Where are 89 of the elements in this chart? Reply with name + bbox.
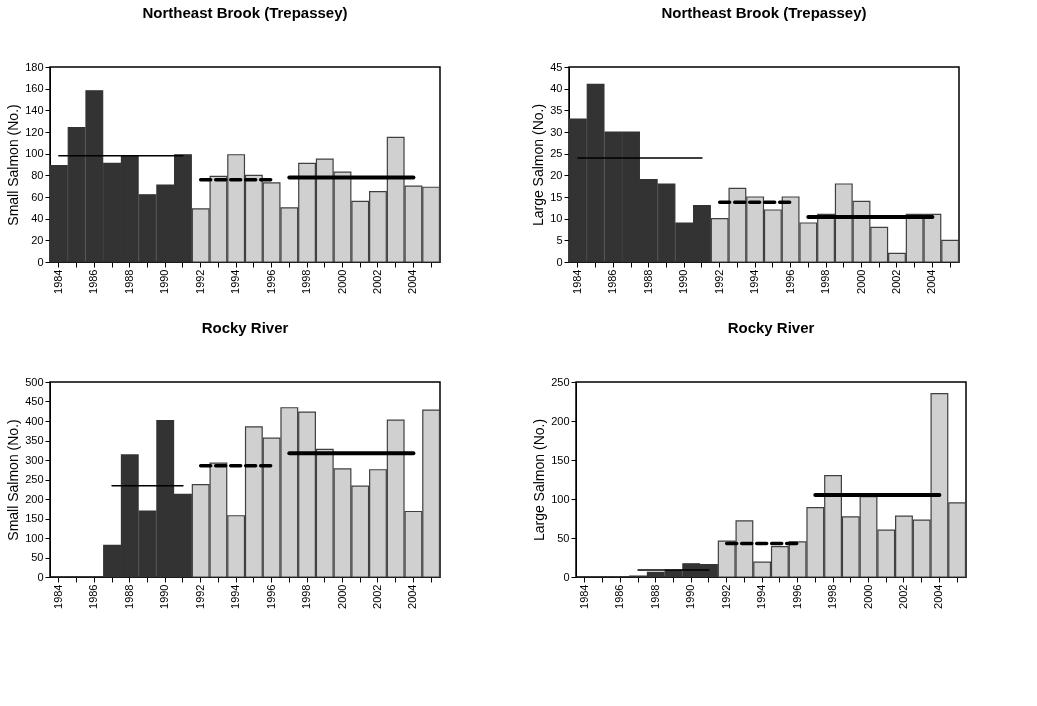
x-tick-label: 1994: [755, 584, 768, 609]
x-tick-label: 1992: [712, 269, 725, 294]
y-tick-label: 250: [25, 473, 44, 485]
x-tick-label: 2002: [370, 269, 383, 294]
y-tick-label: 400: [25, 414, 44, 427]
x-tick-label: 2000: [861, 584, 874, 609]
x-tick-label: 1996: [783, 269, 796, 294]
chart-title: Northeast Brook (Trepassey): [142, 4, 348, 21]
y-tick-label: 500: [25, 375, 44, 388]
x-tick-label: 1996: [264, 269, 277, 294]
y-tick-label: 300: [25, 453, 44, 466]
y-tick-label: 250: [551, 375, 570, 388]
x-tick-label: 2000: [854, 269, 867, 294]
y-tick-label: 350: [25, 434, 44, 446]
y-axis-title: Large Salmon (No.): [531, 418, 548, 542]
x-tick-label: 1988: [122, 269, 135, 294]
y-tick-label: 200: [551, 414, 570, 427]
chart-title: Rocky River: [727, 319, 815, 336]
y-tick-label: 100: [25, 147, 44, 160]
x-tick-label: 1990: [684, 584, 697, 609]
x-tick-label: 2002: [896, 584, 909, 609]
y-tick-label: 35: [550, 103, 563, 116]
y-tick-label: 25: [550, 147, 563, 160]
y-tick-label: 140: [25, 103, 44, 116]
x-tick-label: 2002: [889, 269, 902, 294]
x-tick-label: 1998: [300, 269, 313, 294]
y-tick-label: 160: [25, 82, 44, 95]
y-tick-label: 0: [563, 570, 570, 583]
y-tick-label: 100: [25, 531, 44, 544]
x-tick-label: 1986: [87, 269, 100, 294]
y-tick-label: 30: [550, 125, 563, 138]
y-tick-label: 20: [550, 168, 563, 181]
x-tick-label: 1992: [719, 584, 732, 609]
y-tick-label: 80: [31, 168, 44, 181]
y-tick-label: 0: [37, 570, 44, 583]
x-tick-label: 1996: [264, 584, 277, 609]
y-tick-label: 450: [25, 395, 44, 407]
x-tick-label: 1984: [577, 584, 590, 609]
x-tick-label: 1992: [193, 584, 206, 609]
y-tick-label: 200: [25, 492, 44, 505]
x-tick-label: 1992: [193, 269, 206, 294]
x-tick-label: 2000: [335, 269, 348, 294]
x-tick-label: 1998: [300, 584, 313, 609]
y-tick-label: 150: [551, 453, 570, 466]
y-tick-label: 20: [31, 233, 44, 246]
x-tick-label: 1994: [748, 269, 761, 294]
chart-title: Rocky River: [201, 319, 289, 336]
x-tick-label: 1988: [648, 584, 661, 609]
x-tick-label: 1998: [819, 269, 832, 294]
y-tick-label: 0: [37, 255, 44, 268]
x-tick-label: 1990: [677, 269, 690, 294]
y-tick-label: 10: [550, 212, 563, 225]
y-tick-label: 40: [31, 212, 44, 225]
y-tick-label: 60: [31, 190, 44, 203]
y-axis-title: Small Salmon (No.): [5, 419, 22, 541]
x-tick-label: 2004: [406, 269, 419, 294]
x-tick-label: 2004: [932, 584, 945, 609]
y-tick-label: 150: [25, 512, 44, 524]
x-tick-label: 1998: [826, 584, 839, 609]
y-tick-label: 45: [550, 60, 563, 73]
x-tick-label: 1988: [122, 584, 135, 609]
x-tick-label: 1986: [87, 584, 100, 609]
y-tick-label: 50: [31, 551, 44, 563]
x-tick-label: 2004: [406, 584, 419, 609]
y-tick-label: 100: [551, 492, 570, 505]
y-tick-label: 15: [550, 190, 563, 203]
x-tick-label: 2004: [925, 269, 938, 294]
x-tick-label: 1994: [229, 269, 242, 294]
y-tick-label: 5: [556, 233, 563, 246]
y-tick-label: 40: [550, 82, 563, 95]
x-tick-label: 1994: [229, 584, 242, 609]
x-tick-label: 1984: [51, 584, 64, 609]
x-tick-label: 2002: [370, 584, 383, 609]
x-tick-label: 1990: [158, 269, 171, 294]
y-tick-label: 50: [557, 531, 570, 544]
chart-title: Northeast Brook (Trepassey): [661, 4, 867, 21]
y-tick-label: 180: [25, 60, 44, 73]
x-tick-label: 1984: [51, 269, 64, 294]
y-axis-title: Large Salmon (No.): [530, 103, 547, 227]
x-tick-label: 1988: [641, 269, 654, 294]
y-tick-label: 120: [25, 125, 44, 138]
y-tick-label: 0: [556, 255, 563, 268]
x-tick-label: 1996: [790, 584, 803, 609]
x-tick-label: 1986: [606, 269, 619, 294]
x-tick-label: 1986: [613, 584, 626, 609]
x-tick-label: 1984: [570, 269, 583, 294]
y-axis-title: Small Salmon (No.): [5, 104, 22, 226]
x-tick-label: 1990: [158, 584, 171, 609]
x-tick-label: 2000: [335, 584, 348, 609]
